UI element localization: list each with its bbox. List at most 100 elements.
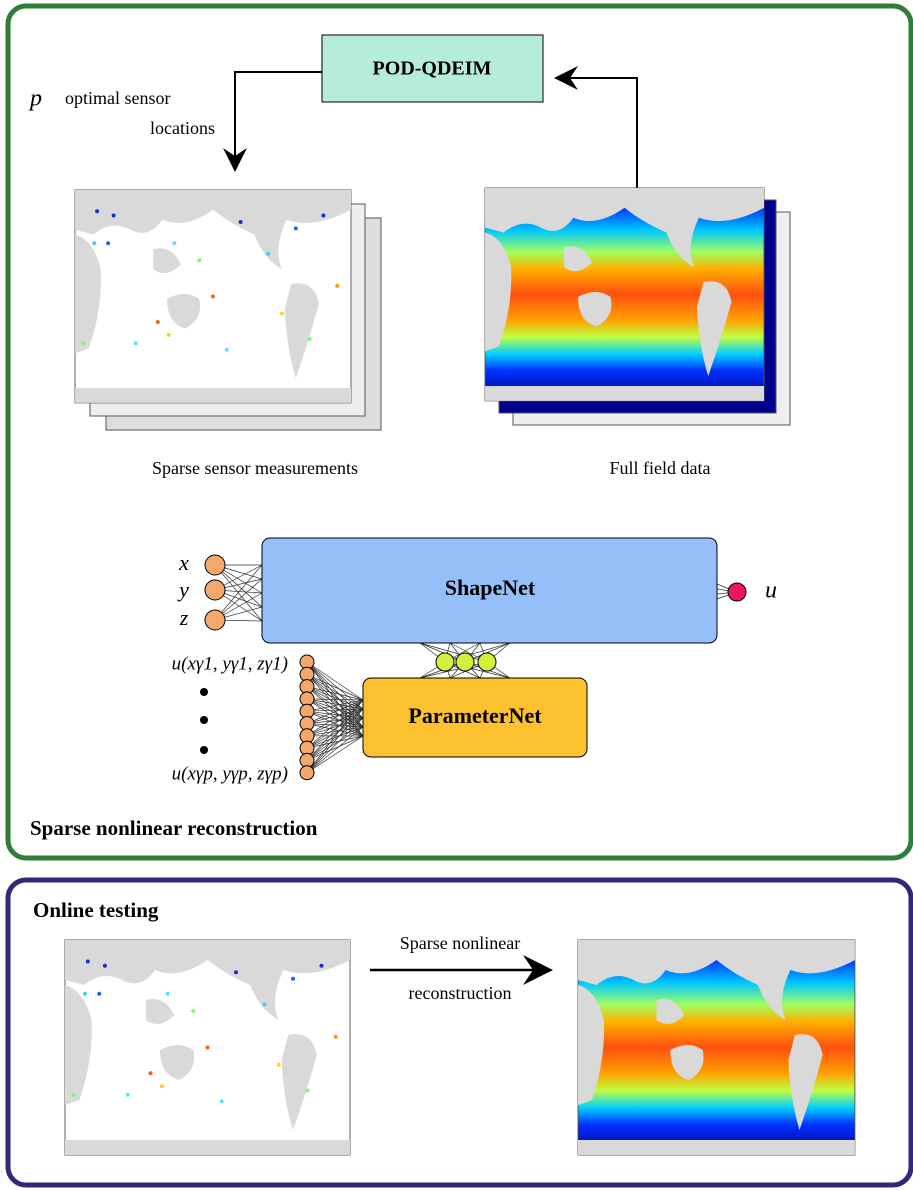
output-label: u <box>765 578 777 604</box>
edge <box>306 717 364 761</box>
edge <box>306 710 364 728</box>
edge <box>306 686 364 728</box>
edge <box>306 674 364 737</box>
sensor-dot <box>238 219 243 224</box>
sensor-dot <box>224 347 229 352</box>
edge <box>214 564 263 608</box>
caption: Sparse sensor measurements <box>152 458 358 478</box>
pod-label: POD-QDEIM <box>373 58 492 80</box>
panel-border <box>5 877 913 1188</box>
edge <box>444 642 511 663</box>
edge <box>306 674 364 728</box>
edge <box>306 698 364 719</box>
param-input-label: u(xγp, yγp, zγp) <box>172 763 288 784</box>
edge <box>419 661 488 679</box>
node <box>455 652 475 672</box>
caption: Full field data <box>610 458 711 478</box>
input-label: y <box>177 577 189 602</box>
edge <box>306 674 364 710</box>
sensor-dot <box>159 1084 164 1089</box>
input-label: x <box>178 550 189 575</box>
edge <box>306 661 364 710</box>
arrow-label: Sparse nonlinear <box>400 933 520 953</box>
sensor-dot <box>321 213 326 218</box>
sensor-dot <box>155 320 160 325</box>
edge <box>306 726 364 761</box>
sensor-dot <box>102 963 107 968</box>
sensor-dot <box>335 283 340 288</box>
sensor-dot <box>197 258 202 263</box>
sensor-dot <box>148 1071 153 1076</box>
sensor-dot <box>95 209 100 214</box>
p-var: p <box>28 86 42 112</box>
panel-title: Sparse nonlinear reconstruction <box>30 816 318 840</box>
edge <box>306 708 364 761</box>
edge <box>306 708 364 712</box>
edge <box>306 686 364 710</box>
edge <box>306 699 364 773</box>
sensor-dot <box>106 241 111 246</box>
node <box>477 652 497 672</box>
sensor-dot <box>262 1002 267 1007</box>
pod-box <box>321 34 544 103</box>
note: optimal sensor <box>65 88 171 108</box>
edge <box>306 661 364 728</box>
input-label: z <box>179 605 189 630</box>
sensor-dot <box>333 1034 338 1039</box>
sensor-dot <box>234 970 238 975</box>
sensor-dot <box>266 251 271 256</box>
edge <box>306 708 364 724</box>
edge <box>306 708 364 737</box>
sensor-dot <box>276 1062 281 1067</box>
edge <box>306 698 364 710</box>
edge <box>306 698 364 737</box>
edge <box>306 717 364 773</box>
sensor-dot <box>305 1088 310 1093</box>
sensor-dot <box>111 213 116 218</box>
sensor-dot <box>92 241 97 246</box>
panel-border <box>5 3 913 861</box>
sensor-dot <box>291 976 295 981</box>
sensor-dot <box>166 332 171 337</box>
edge <box>306 723 364 728</box>
edge <box>306 717 364 724</box>
edge <box>306 699 364 761</box>
edge <box>306 726 364 737</box>
parameternet-label: ParameterNet <box>408 703 542 728</box>
edge <box>306 686 364 737</box>
arrow <box>223 71 322 172</box>
edge <box>306 698 364 728</box>
edge <box>306 708 364 749</box>
edge <box>306 699 364 712</box>
panel-title: Online testing <box>33 898 159 922</box>
edge <box>306 726 364 749</box>
edge <box>306 674 364 719</box>
sensor-dot <box>205 1045 210 1050</box>
sensor-dot <box>280 311 284 316</box>
edge <box>306 699 364 749</box>
edge <box>306 717 364 749</box>
parameternet-box <box>362 677 588 758</box>
sensor-dot <box>125 1092 130 1097</box>
node <box>435 652 455 672</box>
sensor-dot <box>81 341 86 346</box>
sensor-dot <box>165 991 170 996</box>
edge <box>306 699 364 737</box>
arrow-label: reconstruction <box>409 983 512 1003</box>
shapenet-label: ShapeNet <box>445 575 536 600</box>
edge <box>306 661 364 737</box>
sensor-dot <box>82 991 87 996</box>
edge <box>214 564 263 621</box>
edge <box>306 673 364 701</box>
node <box>204 609 226 631</box>
node <box>204 579 226 601</box>
sensor-dot <box>319 963 324 968</box>
edge <box>306 717 364 737</box>
edge <box>306 686 364 719</box>
node <box>299 765 315 781</box>
edge <box>306 699 364 724</box>
edge <box>306 735 364 761</box>
sensor-dot <box>172 241 177 246</box>
note: locations <box>150 118 215 138</box>
